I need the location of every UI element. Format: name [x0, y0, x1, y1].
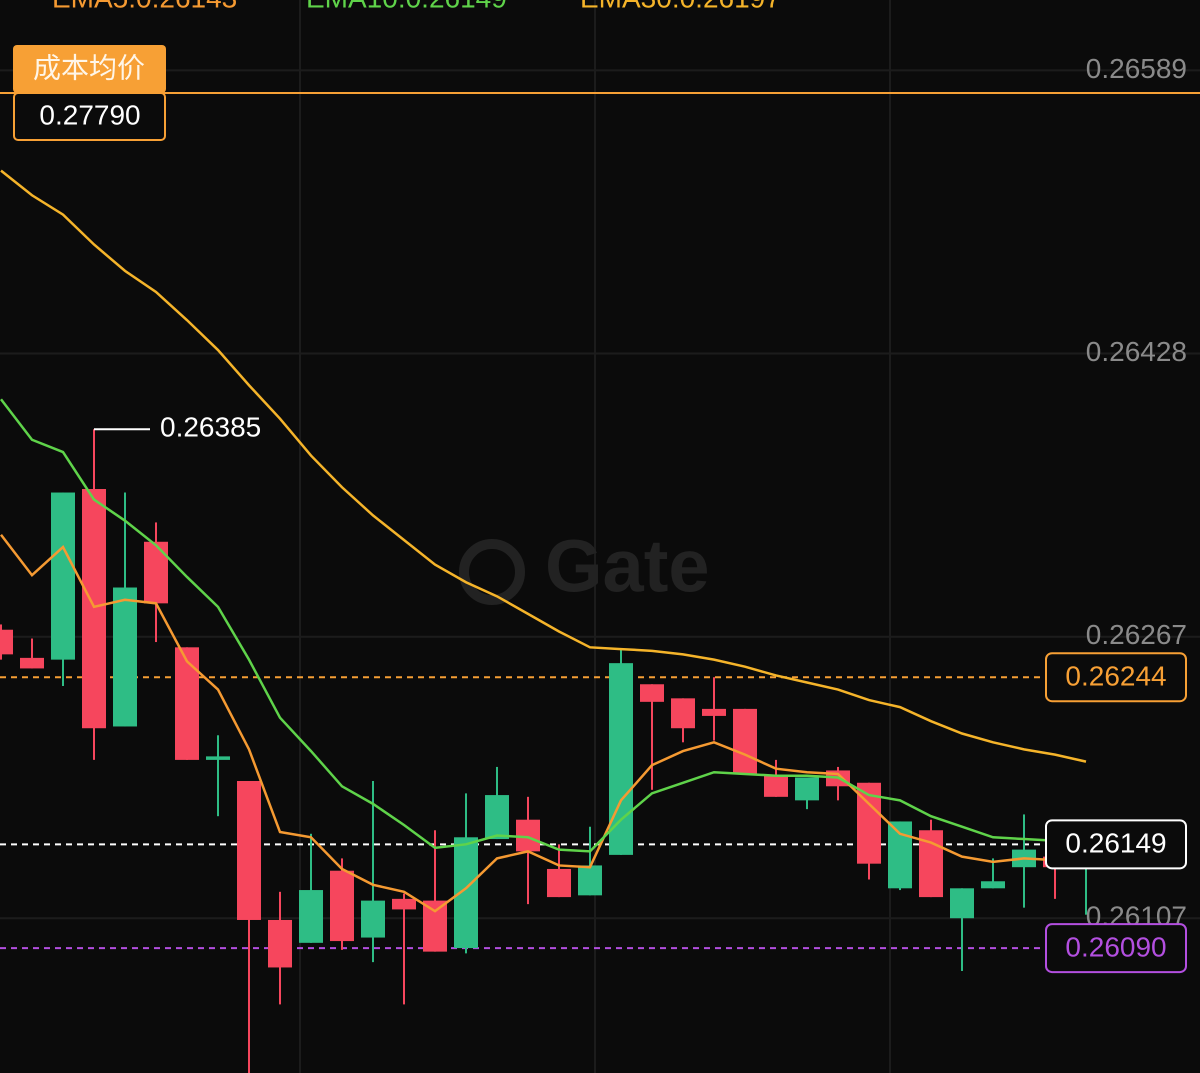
candle-body	[206, 756, 230, 760]
candle-body	[299, 890, 323, 943]
price-box-label: 0.26149	[1065, 828, 1166, 859]
ema-line	[0, 169, 1087, 763]
candle-body	[237, 781, 261, 920]
candle-body	[733, 708, 757, 774]
candle-body	[361, 900, 385, 938]
y-tick-label: 0.26428	[1086, 336, 1187, 367]
candle-body	[795, 777, 819, 801]
candle-body	[144, 541, 168, 604]
price-box	[1045, 652, 1187, 703]
candle-body	[454, 837, 478, 949]
candle-body	[671, 698, 695, 729]
candle-body	[702, 708, 726, 716]
price-box-label: 0.26244	[1065, 661, 1166, 692]
candle-body	[330, 870, 354, 942]
y-tick-label: 0.26267	[1086, 619, 1187, 650]
price-box	[1045, 819, 1187, 870]
candle-body	[82, 489, 106, 729]
candle-body	[113, 587, 137, 727]
candle-body	[950, 888, 974, 919]
legend-entry: EMA30:0.26197	[580, 0, 781, 13]
legend-entry: EMA5:0.26143	[52, 0, 237, 13]
candle-body	[516, 819, 540, 852]
candle-body	[888, 821, 912, 889]
candle-body	[423, 900, 447, 952]
cost-title: 成本均价	[33, 52, 145, 83]
ema-line	[0, 398, 1056, 853]
price-box-label: 0.26090	[1065, 932, 1166, 963]
watermark-logo	[459, 539, 525, 605]
price-box	[1045, 923, 1187, 974]
candle-body	[578, 865, 602, 896]
candle-body	[51, 492, 75, 660]
y-tick-label: 0.26589	[1086, 53, 1187, 84]
candle-body	[392, 898, 416, 910]
candle-body	[609, 663, 633, 855]
cost-value-box	[13, 92, 166, 141]
cost-value: 0.27790	[39, 99, 140, 130]
watermark: Gate	[545, 525, 710, 608]
high-marker-label: 0.26385	[160, 412, 261, 443]
candle-body	[764, 775, 788, 797]
legend-entry: EMA10:0.26149	[306, 0, 507, 13]
cost-title-box	[13, 45, 166, 93]
candle-body	[0, 629, 13, 655]
candle-body	[981, 881, 1005, 889]
candle-body	[20, 657, 44, 669]
candle-body	[268, 919, 292, 968]
candle-body	[547, 868, 571, 898]
ema-line	[0, 533, 1056, 913]
candle-body	[485, 795, 509, 840]
candle-body	[640, 684, 664, 702]
candle-body	[175, 647, 199, 760]
